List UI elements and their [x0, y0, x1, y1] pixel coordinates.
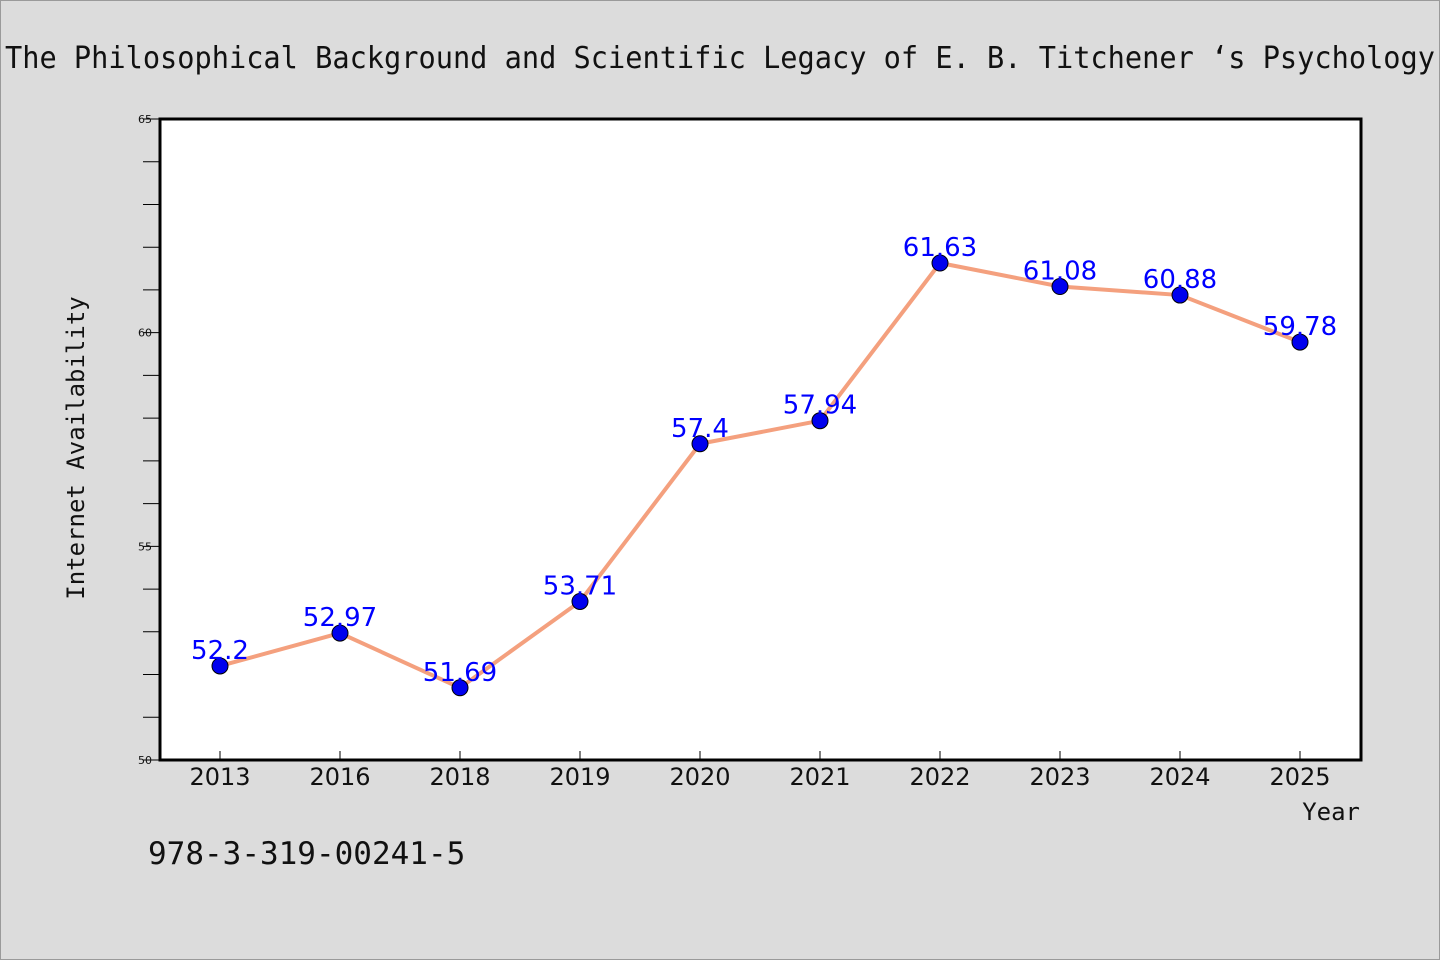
- data-point: [211, 657, 229, 675]
- y-axis: 50 55 60 65: [138, 113, 160, 767]
- x-tick-label: 2024: [1149, 763, 1210, 791]
- data-point: [571, 592, 589, 610]
- x-tick-label: 2023: [1029, 763, 1090, 791]
- data-points: [211, 254, 1309, 697]
- y-axis-label: Internet Availability: [62, 296, 90, 599]
- x-tick-label: 2022: [909, 763, 970, 791]
- data-point: [931, 254, 949, 272]
- y-tick-label: 65: [138, 113, 152, 126]
- isbn-annotation: 978-3-319-00241-5: [148, 836, 465, 872]
- x-tick-label: 2021: [789, 763, 850, 791]
- data-label: 57.94: [783, 391, 857, 421]
- data-label: 59.78: [1263, 312, 1337, 342]
- y-tick-label: 50: [138, 754, 152, 767]
- x-axis: 2013 2016 2018 2019 2020 2021 2022 2023 2024 2025: [189, 751, 1331, 791]
- data-point: [1051, 278, 1069, 296]
- data-label: 61.63: [903, 233, 977, 263]
- series-line: [218, 261, 1302, 690]
- plot-area: [158, 117, 1363, 762]
- chart-title: The Philosophical Background and Scienti…: [5, 41, 1435, 76]
- data-point: [1291, 333, 1309, 351]
- data-label: 52.2: [191, 636, 249, 666]
- x-tick-label: 2019: [549, 763, 610, 791]
- data-point: [1171, 286, 1189, 304]
- data-labels: 52.2 52.97 51.69 53.71 57.4 57.94 61.63 61.08 60…: [191, 233, 1337, 688]
- data-label: 51.69: [423, 658, 497, 688]
- data-label: 60.88: [1143, 265, 1217, 295]
- x-tick-label: 2025: [1269, 763, 1330, 791]
- data-point: [451, 679, 469, 697]
- data-point: [811, 412, 829, 430]
- data-point: [331, 624, 349, 642]
- x-tick-label: 2016: [309, 763, 370, 791]
- x-tick-label: 2013: [189, 763, 250, 791]
- x-tick-label: 2018: [429, 763, 490, 791]
- x-tick-label: 2020: [669, 763, 730, 791]
- x-axis-label: Year: [1302, 798, 1360, 826]
- y-tick-label: 60: [138, 327, 152, 340]
- data-label: 52.97: [303, 603, 377, 633]
- y-tick-label: 55: [138, 540, 152, 553]
- data-label: 57.4: [671, 414, 729, 444]
- data-label: 61.08: [1023, 257, 1097, 287]
- data-point: [691, 435, 709, 453]
- data-label: 53.71: [543, 571, 617, 601]
